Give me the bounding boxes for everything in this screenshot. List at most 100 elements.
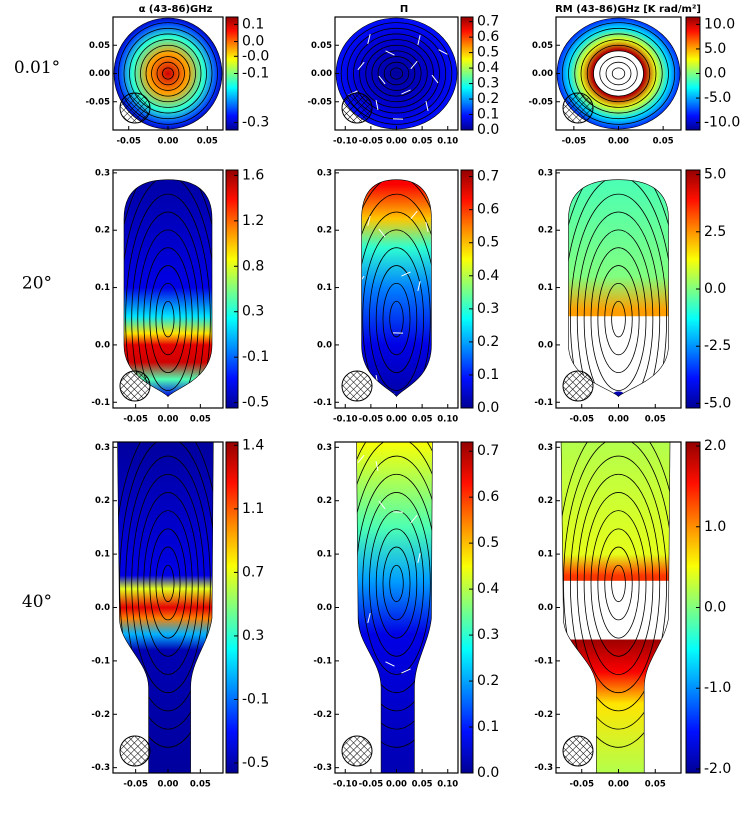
image-fill xyxy=(124,179,212,397)
contour xyxy=(605,61,632,86)
contour xyxy=(365,44,428,103)
y-tick-label: -0.2 xyxy=(91,710,110,720)
x-tick-label: 0.00 xyxy=(158,780,179,790)
colorbar xyxy=(225,169,239,409)
contour xyxy=(125,455,211,712)
x-tick-label: 0.00 xyxy=(386,415,407,425)
y-tick-label: 0.1 xyxy=(317,283,332,293)
x-tick-label: -0.05 xyxy=(569,780,594,790)
y-tick-label: -0.2 xyxy=(313,710,332,720)
contour xyxy=(580,39,657,108)
tip xyxy=(612,391,625,397)
vector xyxy=(401,89,411,95)
contour xyxy=(576,473,661,694)
contour xyxy=(340,22,453,125)
x-tick-label: -0.05 xyxy=(359,780,384,790)
colorbar xyxy=(460,16,474,131)
contour xyxy=(561,22,676,125)
contour xyxy=(561,442,670,748)
contour xyxy=(353,33,440,114)
colorbar-tick-label: 1.2 xyxy=(242,213,264,229)
x-tick-label: 0.05 xyxy=(645,415,666,425)
y-tick-label: 0.3 xyxy=(317,168,332,178)
colorbar-tick-label: 0.3 xyxy=(477,627,499,643)
beam xyxy=(562,92,594,124)
column-title: α (43-86)GHz xyxy=(139,4,213,15)
colorbar-tick-label: 0.3 xyxy=(477,76,499,92)
x-tick-label: 0.10 xyxy=(437,415,458,425)
x-tick-label: 0.05 xyxy=(412,415,433,425)
contour xyxy=(143,247,193,391)
beam xyxy=(341,92,373,124)
y-tick-label: -0.1 xyxy=(313,398,332,408)
image xyxy=(568,179,669,397)
x-tick-label: -0.05 xyxy=(123,780,148,790)
row-label: 20° xyxy=(22,274,52,294)
colorbar-tick-label: 0.0 xyxy=(704,66,726,82)
vector xyxy=(410,210,418,220)
colorbar-tick-label: -0.5 xyxy=(242,395,269,411)
colorbar-tick-label: -2.5 xyxy=(704,338,731,354)
vector xyxy=(367,613,371,623)
colorbar-tick-label: 2.5 xyxy=(704,224,726,240)
vector xyxy=(361,275,365,285)
y-tick-label: 0.3 xyxy=(317,443,332,453)
colorbar-tick-label: -2.0 xyxy=(704,761,731,777)
colorbar-tick-label: 0.0 xyxy=(477,122,499,138)
colorbar-tick-label: -0.1 xyxy=(242,349,269,365)
contour xyxy=(568,27,669,120)
panel: -0.10 -0.05 0.00 0.05 0.100.050.00-0.050.70.… xyxy=(308,14,500,147)
x-tick-label: 0.05 xyxy=(190,780,211,790)
y-tick-label: -0.1 xyxy=(313,656,332,666)
vector xyxy=(348,337,357,341)
image xyxy=(348,179,438,397)
contour xyxy=(137,229,199,397)
vector xyxy=(357,61,365,71)
x-tick-label: 0.00 xyxy=(158,415,179,425)
contour xyxy=(369,247,424,391)
contour xyxy=(356,473,433,694)
y-tick-label: 0.0 xyxy=(95,340,110,350)
contour xyxy=(155,283,181,356)
colorbar-tick-label: 0.6 xyxy=(477,489,499,505)
x-tick-label: 0.00 xyxy=(608,780,629,790)
vector xyxy=(378,228,386,238)
y-tick-label: 0.05 xyxy=(311,41,332,51)
contour xyxy=(117,442,214,748)
colorbar-tick-label: -5.0 xyxy=(704,395,731,411)
colorbar-tick-label: -0.3 xyxy=(242,115,269,131)
colorbar-tick-label: 0.1 xyxy=(477,107,499,123)
column-title: Π xyxy=(400,4,408,15)
contour xyxy=(149,265,187,374)
y-tick-label: 0.1 xyxy=(95,550,110,560)
contour xyxy=(119,442,214,730)
panel: -0.10 -0.05 0.00 0.05 0.10 0.3 0.2 0.1 0.0 -0.1 0.… xyxy=(313,168,499,425)
x-tick-label: 0.00 xyxy=(386,137,407,147)
vector xyxy=(439,722,448,727)
panel: -0.05 0.00 0.05 0.3 0.2 0.1 0.0 -0.1 -0.2 -0.3 1.4… xyxy=(91,437,269,790)
x-tick-label: 0.00 xyxy=(608,415,629,425)
contour xyxy=(569,455,668,712)
x-tick-label: -0.05 xyxy=(562,137,587,147)
blank xyxy=(593,50,644,97)
x-tick-label: -0.10 xyxy=(333,780,358,790)
y-tick-label: -0.3 xyxy=(91,763,110,773)
panel: -0.05 0.00 0.05 0.05 0.00 -0.05 10.0 5.0 0.0 -5.0… xyxy=(529,16,741,146)
x-tick-label: -0.10 xyxy=(333,415,358,425)
vector xyxy=(432,382,438,390)
y-tick-label: 0.0 xyxy=(317,340,332,350)
image xyxy=(117,442,214,773)
beam xyxy=(341,370,373,402)
vector xyxy=(367,216,371,226)
colorbar-tick-label: 0.2 xyxy=(477,334,499,350)
panel: -0.05 0.00 0.05 0.3 0.2 0.1 0.0 -0.1 5.0 2.5 0.0 -2… xyxy=(534,167,731,425)
colorbar-tick-label: -0.1 xyxy=(242,691,269,707)
colorbar-tick-label: 0.2 xyxy=(477,673,499,689)
beam xyxy=(562,370,594,402)
contour xyxy=(356,455,433,712)
x-tick-label: -0.05 xyxy=(569,415,594,425)
y-tick-label: -0.1 xyxy=(91,656,110,666)
y-tick-label: 0.2 xyxy=(317,226,332,236)
colorbar-tick-label: 0.5 xyxy=(477,45,499,61)
x-tick-label: 0.10 xyxy=(437,137,458,147)
